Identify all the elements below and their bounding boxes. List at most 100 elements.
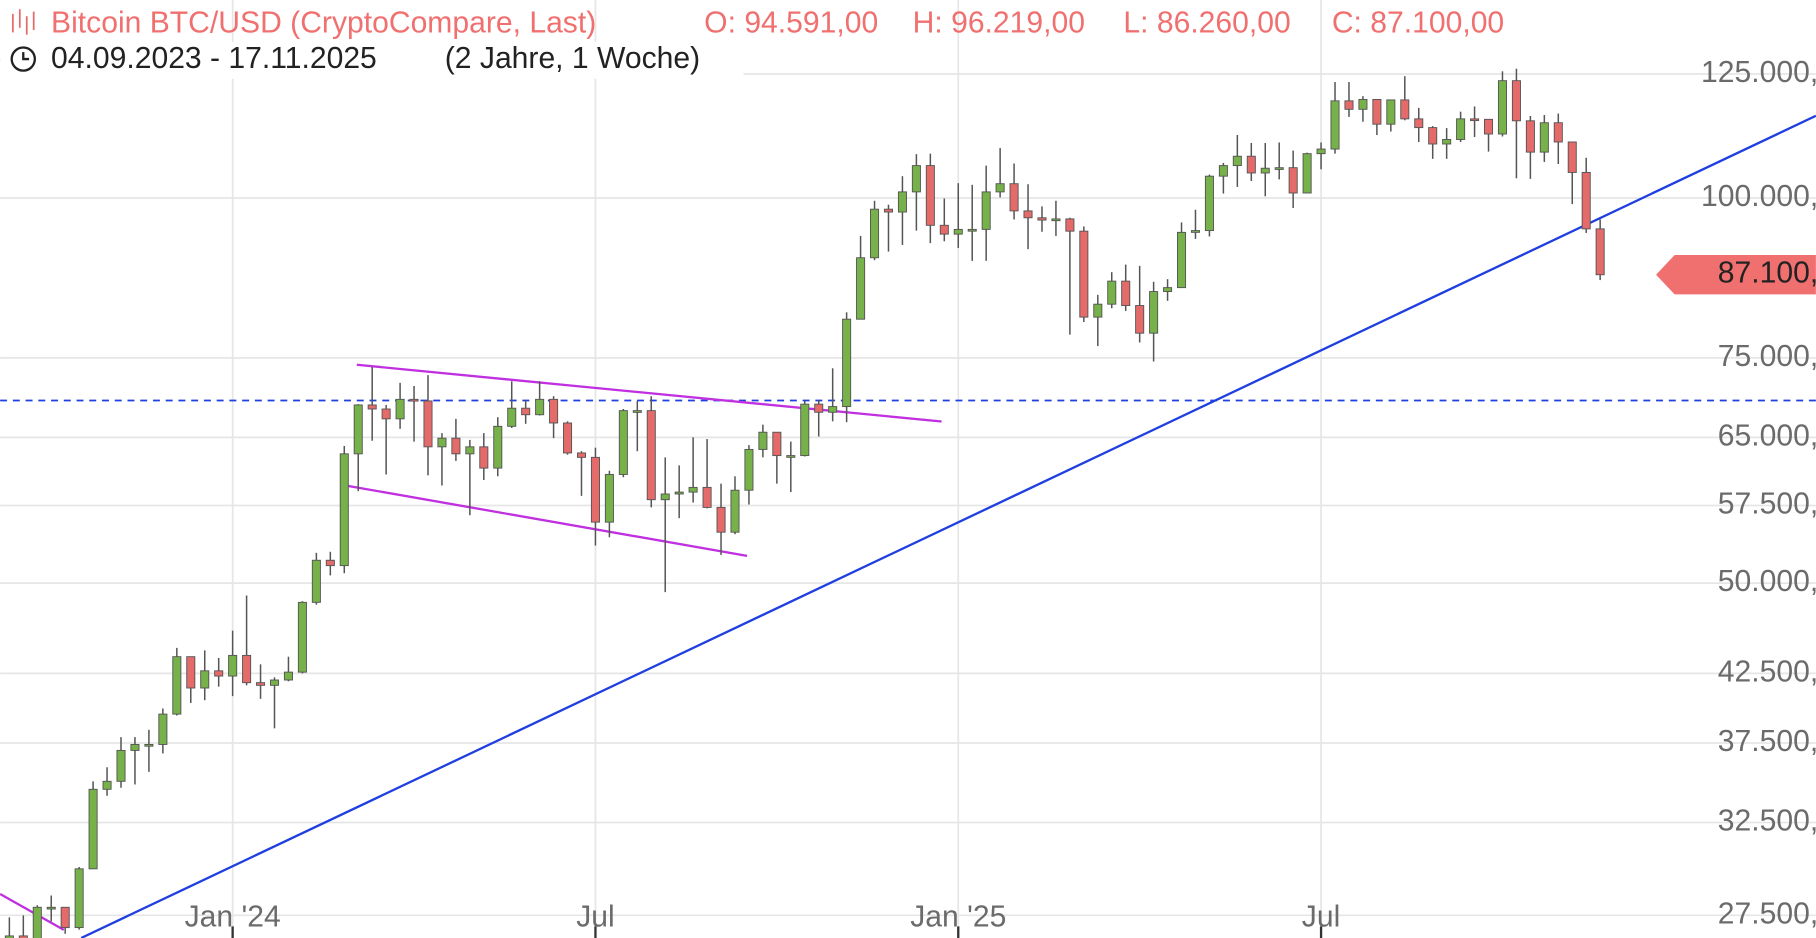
candle-body: [1484, 118, 1494, 135]
candle-body: [1232, 155, 1242, 167]
x-tick-label: Jan '25: [910, 900, 1006, 933]
candle-body: [186, 656, 196, 689]
candle-body: [1023, 210, 1033, 219]
candle-body: [1567, 141, 1577, 173]
clock-icon: [10, 46, 37, 72]
x-tick-label: Jul: [576, 900, 614, 933]
chart-title: Bitcoin BTC/USD (CryptoCompare, Last): [51, 6, 596, 39]
candle-body: [1511, 80, 1521, 122]
candle-body: [632, 410, 642, 413]
candle-body: [590, 456, 600, 523]
candle-body: [1539, 122, 1549, 153]
candle-body: [1553, 122, 1563, 143]
candle-body: [158, 713, 168, 745]
candle-body: [256, 682, 266, 686]
candle-body: [1400, 99, 1410, 120]
last-price-label: 87.100,: [1718, 257, 1816, 290]
candle-body: [297, 601, 307, 673]
drawings: [0, 43, 1816, 938]
candle-body: [1442, 139, 1452, 145]
candle-body: [772, 431, 782, 457]
candle-body: [883, 208, 894, 213]
candle-body: [1595, 228, 1605, 276]
candle-body: [870, 208, 880, 259]
candle-body: [144, 743, 154, 747]
candle-body: [828, 406, 838, 413]
date-range: 04.09.2023 - 17.11.2025: [51, 42, 377, 75]
candle-body: [88, 788, 98, 870]
candle-body: [618, 410, 628, 475]
candle-body: [507, 407, 517, 427]
candle-body: [311, 559, 321, 603]
candle-body: [549, 398, 559, 424]
candle-body: [1330, 100, 1340, 150]
candle-body: [1581, 171, 1591, 230]
candle-body: [479, 446, 489, 469]
candle-body: [897, 191, 907, 213]
candle-body: [116, 749, 126, 782]
candle-body: [381, 408, 391, 420]
candle-body: [325, 559, 335, 567]
candle-body: [130, 743, 140, 751]
channel-line: [356, 363, 942, 423]
candle-body: [1470, 118, 1480, 122]
candles: [4, 68, 1605, 938]
candle-body: [1204, 175, 1214, 232]
candle-body: [981, 191, 991, 230]
candle-body: [1163, 287, 1173, 293]
candle-body: [1525, 120, 1535, 153]
candle-body: [1190, 230, 1200, 233]
candle-body: [786, 455, 796, 458]
candle-body: [1107, 280, 1117, 305]
candle-body: [60, 906, 70, 929]
y-tick-label: 27.500,: [1718, 897, 1816, 930]
candle-body: [674, 491, 684, 495]
y-tick-label: 32.500,: [1718, 804, 1816, 837]
candle-body: [535, 398, 545, 416]
header-bg: [0, 41, 744, 79]
candle-body: [563, 422, 573, 454]
x-tick-label: Jul: [1302, 900, 1340, 933]
candle-body: [911, 165, 921, 193]
candle-body: [1428, 127, 1438, 145]
candle-body: [995, 183, 1005, 193]
candle-body: [1135, 305, 1145, 334]
candle-body: [688, 486, 698, 493]
candle-body: [172, 656, 182, 715]
candle-body: [1386, 99, 1396, 125]
candle-body: [758, 431, 768, 450]
y-tick-label: 37.500,: [1718, 725, 1816, 758]
candle-body: [1288, 167, 1298, 194]
candle-body: [716, 506, 726, 533]
candle-body: [409, 398, 419, 402]
candle-body: [1260, 167, 1270, 174]
candle-body: [465, 446, 475, 455]
candle-body: [1149, 291, 1159, 334]
candle-body: [842, 318, 852, 408]
candle-body: [1372, 98, 1382, 125]
candle-body: [1246, 155, 1256, 174]
ohlc-label: O: 94.591,00: [704, 6, 878, 39]
candle-body: [46, 906, 56, 910]
candle-body: [856, 257, 866, 320]
candle-body: [493, 425, 503, 469]
y-tick-label: 50.000,: [1718, 565, 1816, 598]
candle-body: [18, 935, 28, 938]
candle-body: [395, 398, 405, 420]
candle-body: [1079, 230, 1089, 318]
candle-body: [521, 407, 531, 416]
y-tick-label: 100.000,: [1701, 180, 1816, 213]
candle-body: [1065, 218, 1075, 232]
trend-line: [80, 114, 1816, 938]
chart-icon: [11, 9, 35, 35]
candle-body: [967, 228, 977, 232]
candle-body: [1009, 183, 1019, 212]
candle-body: [200, 670, 210, 689]
candle-body: [1218, 165, 1228, 177]
candle-body: [4, 935, 14, 938]
candle-body: [1358, 98, 1368, 110]
candle-body: [730, 489, 740, 533]
candle-body: [1051, 218, 1061, 222]
